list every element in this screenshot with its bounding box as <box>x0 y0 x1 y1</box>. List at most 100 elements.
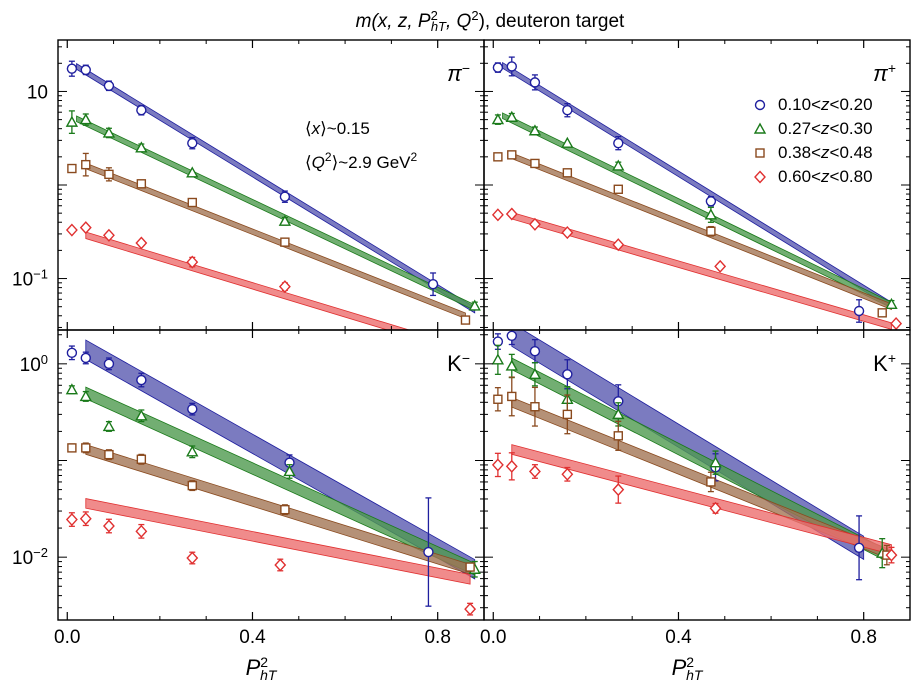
legend-entry-3: 0.60<z<0.80 <box>778 167 873 186</box>
marker-square <box>104 449 114 460</box>
marker-diamond <box>135 524 148 538</box>
marker-circle <box>103 358 115 370</box>
marker-diamond <box>612 238 625 252</box>
marker-circle <box>427 279 439 290</box>
marker-circle <box>66 63 78 74</box>
marker-triangle <box>468 299 481 311</box>
marker-diamond <box>79 512 92 526</box>
fit-band-3 <box>85 498 471 585</box>
data-points <box>65 345 481 616</box>
marker-square <box>562 168 573 178</box>
marker-triangle <box>79 113 92 125</box>
marker-square <box>706 477 716 487</box>
marker-square <box>530 402 540 412</box>
marker-diamond <box>528 217 541 231</box>
figure-title: m(x, z, P2 hT, Q2), deuteron target <box>356 8 625 35</box>
panel-bottom-left: K− <box>57 329 485 621</box>
marker-circle <box>853 305 865 317</box>
annotation-1: ⟨Q2⟩~2.9 GeV2 <box>305 150 418 172</box>
data-points <box>491 56 903 330</box>
particle-label: K− <box>447 350 470 376</box>
particle-label: π+ <box>873 60 896 86</box>
marker-circle <box>562 105 573 116</box>
marker-square <box>187 480 197 491</box>
marker-square <box>67 443 77 453</box>
panel-bottom-right: K+ <box>483 329 911 621</box>
marker-circle <box>562 369 573 380</box>
x-tick-label: 0.8 <box>850 627 876 648</box>
marker-circle <box>103 80 115 91</box>
marker-diamond <box>505 207 518 221</box>
marker-diamond <box>79 221 92 235</box>
marker-diamond <box>186 255 199 269</box>
marker-triangle <box>186 445 199 457</box>
marker-triangle <box>102 420 116 432</box>
marker-diamond <box>65 223 78 237</box>
legend: 0.10<z<0.20 0.27<z<0.30 0.38<z<0.48 0.60<z<… <box>753 95 873 186</box>
marker-square <box>465 562 475 572</box>
legend-entry-2: 0.38<z<0.48 <box>778 143 873 162</box>
marker-triangle <box>186 166 199 178</box>
marker-diamond <box>278 280 291 294</box>
marker-triangle <box>612 407 625 420</box>
marker-square <box>613 431 623 441</box>
marker-circle <box>506 61 517 72</box>
marker-triangle <box>528 124 542 136</box>
marker-circle <box>80 64 91 76</box>
marker-triangle <box>704 208 718 220</box>
fit-bands <box>76 62 476 330</box>
marker-triangle <box>709 456 722 468</box>
marker-square <box>460 315 471 325</box>
x-tick-label: 0.4 <box>665 627 692 648</box>
marker-square <box>104 169 114 180</box>
marker-triangle <box>283 465 296 477</box>
marker-circle <box>613 137 624 149</box>
marker-circle <box>853 542 865 553</box>
y-tick-label: 10−2 <box>12 545 48 570</box>
fit-bands <box>85 339 476 585</box>
marker-circle <box>705 196 717 207</box>
data-points <box>491 330 898 581</box>
marker-square <box>877 308 887 318</box>
marker-diamond <box>754 170 766 184</box>
marker-circle <box>187 403 198 415</box>
panel-top-right: π+0.10<z<0.20 0.27<z<0.30 0.38<z<0.48 0.60<… <box>483 39 911 331</box>
marker-square <box>81 443 91 453</box>
marker-square <box>562 409 573 420</box>
x-tick-label: 0.8 <box>424 627 450 648</box>
fit-bands <box>502 61 892 330</box>
marker-diamond <box>186 551 199 565</box>
particle-label: π− <box>447 60 470 86</box>
marker-triangle <box>79 389 92 402</box>
marker-circle <box>754 99 766 111</box>
marker-diamond <box>135 236 148 250</box>
marker-square <box>280 237 290 247</box>
x-tick-label: 0.0 <box>54 627 80 648</box>
panel-top-left: π− ⟨x⟩~0.15 ⟨Q2⟩~2.9 GeV2 <box>57 39 485 331</box>
marker-square <box>530 158 540 169</box>
marker-triangle <box>505 110 518 122</box>
marker-diamond <box>612 483 625 497</box>
marker-diamond <box>464 602 477 616</box>
marker-diamond <box>714 259 727 273</box>
marker-triangle <box>753 122 767 134</box>
marker-diamond <box>885 548 898 562</box>
marker-triangle <box>135 141 148 153</box>
particle-label: K+ <box>873 350 896 376</box>
marker-circle <box>492 62 504 73</box>
marker-diamond <box>561 467 574 481</box>
marker-square <box>187 197 197 208</box>
marker-triangle <box>102 126 116 138</box>
marker-circle <box>66 347 78 359</box>
marker-triangle <box>505 359 518 371</box>
marker-triangle <box>612 159 625 171</box>
marker-square <box>613 184 623 194</box>
marker-diamond <box>491 208 504 222</box>
marker-triangle <box>561 136 574 148</box>
x-axis-label: P2 hT <box>672 654 704 683</box>
marker-circle <box>506 330 517 341</box>
legend-entry-0: 0.10<z<0.20 <box>778 95 873 114</box>
marker-diamond <box>709 501 722 515</box>
marker-diamond <box>274 558 287 572</box>
y-tick-label: 100 <box>20 351 48 376</box>
